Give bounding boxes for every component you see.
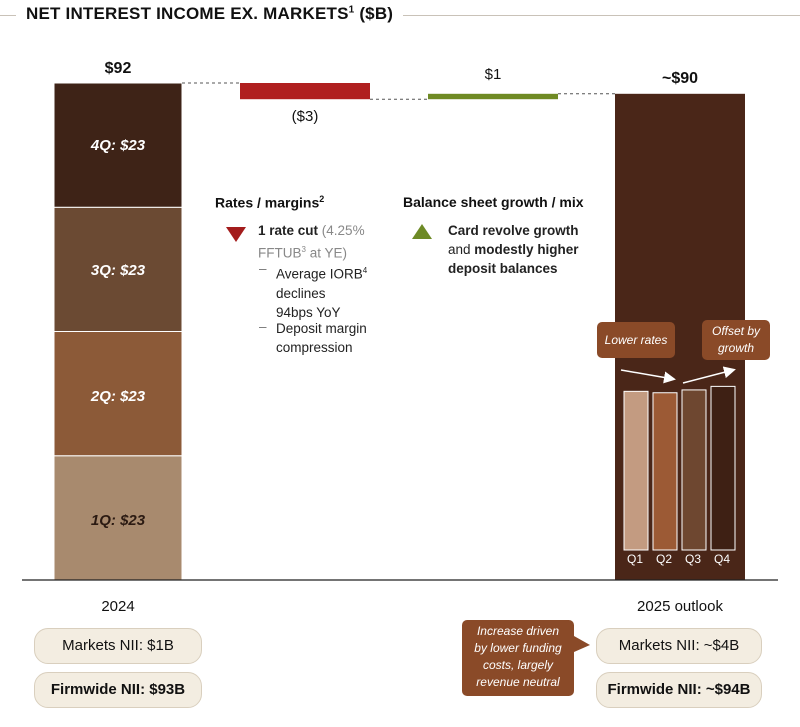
- category-label-2024: 2024: [101, 598, 135, 615]
- stack-segment-1q: [53, 455, 183, 581]
- quarter-label-q1: Q1: [626, 552, 643, 566]
- segment-label-1q: 1Q: $23: [90, 512, 146, 529]
- rates-margins-heading: Rates / margins2: [215, 194, 325, 211]
- value-label-balance: $1: [484, 66, 502, 83]
- bullet-dash: –: [259, 319, 267, 334]
- connector-lines: [182, 82, 615, 100]
- segment-label-2q: 2Q: $23: [90, 388, 146, 405]
- quarter-label-q4: Q4: [713, 552, 730, 566]
- balance-increase-bar: [428, 93, 558, 100]
- category-label-2025: 2025 outlook: [637, 598, 723, 615]
- balance-sheet-heading: Balance sheet growth / mix: [403, 194, 584, 210]
- firmwide-nii-2024-pill: Firmwide NII: $93B: [34, 672, 202, 708]
- growth-arrow: [682, 366, 736, 384]
- rates-driver-text: 1 rate cut (4.25% FFTUB3 at YE): [258, 223, 365, 261]
- markets-nii-2025-pill: Markets NII: ~$4B: [596, 628, 762, 664]
- chart-title: NET INTEREST INCOME EX. MARKETS1 ($B): [16, 4, 404, 24]
- quarter-bar-q2: [652, 392, 678, 551]
- quarter-bar-q4: [710, 385, 736, 551]
- lower-rates-callout: Lower rates: [597, 322, 675, 358]
- callout-pointer: [574, 636, 590, 652]
- segment-label-4q: 4Q: $23: [90, 137, 146, 154]
- increase-triangle-icon: [412, 224, 432, 239]
- lower-rates-arrow: [620, 369, 676, 384]
- quarter-label-q2: Q2: [655, 552, 672, 566]
- stack-2024: [53, 82, 183, 581]
- value-label-2024: $92: [104, 60, 132, 77]
- iorb-subpoint: Average IORB4 declines 94bps YoY: [276, 266, 368, 320]
- delta-bars: [240, 83, 558, 100]
- markets-nii-2024-pill: Markets NII: $1B: [34, 628, 202, 664]
- value-label-rates: ($3): [291, 108, 319, 125]
- bullet-dash: –: [259, 261, 267, 276]
- quarterly-bars: [623, 385, 736, 551]
- offset-by-growth-callout: Offset by growth: [702, 320, 770, 360]
- funding-costs-callout: Increase driven by lower funding costs, …: [462, 620, 574, 696]
- value-label-2025: ~$90: [661, 70, 699, 87]
- decrease-triangle-icon: [226, 227, 246, 242]
- quarter-bar-q3: [681, 389, 707, 551]
- rates-decrease-bar: [240, 83, 370, 100]
- segment-label-3q: 3Q: $23: [90, 262, 146, 279]
- stack-segment-4q: [53, 82, 183, 208]
- quarter-label-q3: Q3: [684, 552, 701, 566]
- quarter-bar-q1: [623, 390, 649, 551]
- trend-arrows: [574, 366, 736, 652]
- stack-segment-2q: [53, 331, 183, 457]
- balance-driver-text: Card revolve growth and modestly higher …: [448, 223, 579, 276]
- firmwide-nii-2025-pill: Firmwide NII: ~$94B: [596, 672, 762, 708]
- deposit-margin-subpoint: Deposit margin compression: [276, 321, 367, 355]
